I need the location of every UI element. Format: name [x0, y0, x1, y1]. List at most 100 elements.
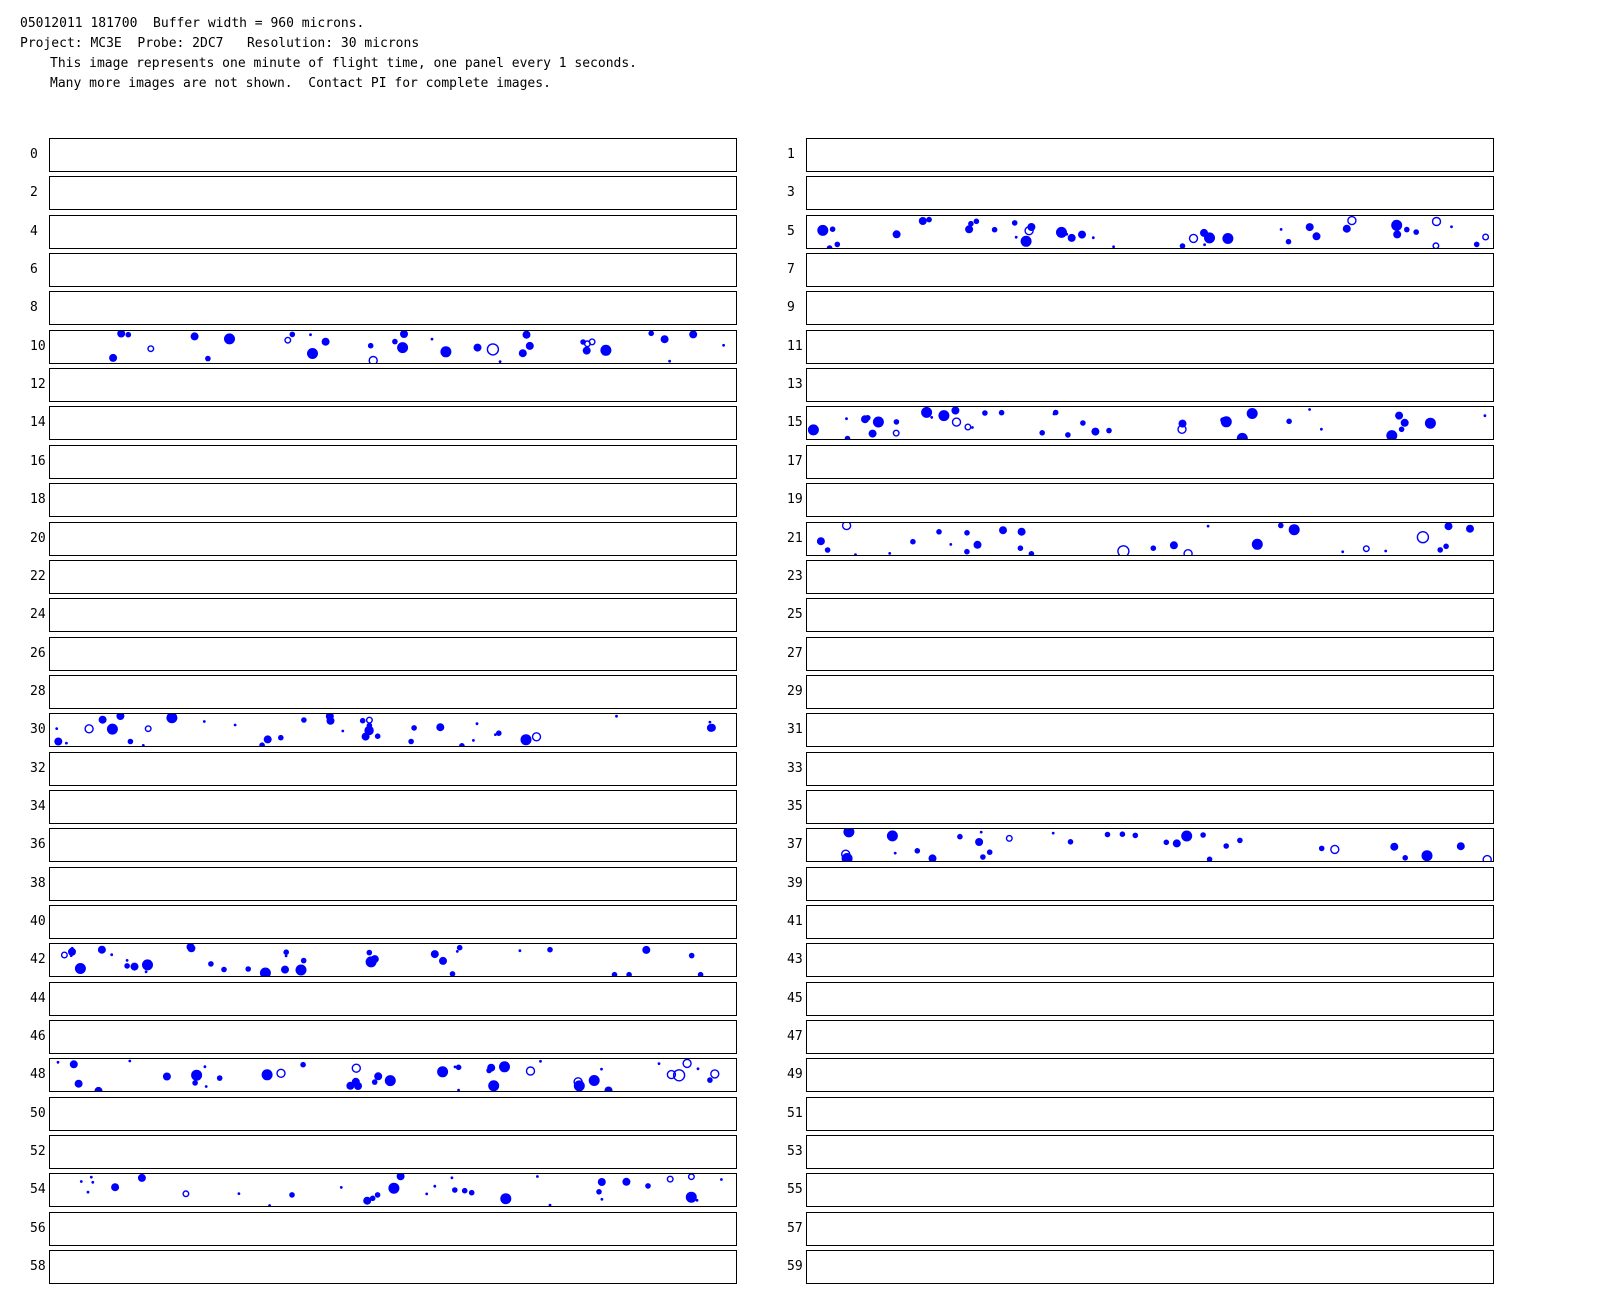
particle: [1183, 548, 1193, 555]
particle: [1200, 832, 1206, 839]
particle: [657, 1062, 661, 1066]
particle: [829, 226, 836, 232]
particle: [1028, 550, 1035, 555]
particle: [964, 529, 970, 536]
panel-label: 43: [787, 952, 803, 968]
panel-label: 13: [787, 377, 803, 393]
panel-label: 31: [787, 722, 803, 738]
particle: [1312, 231, 1321, 240]
particle: [1051, 831, 1055, 835]
panel-label: 28: [30, 683, 46, 699]
image-panel: [49, 138, 737, 172]
particle: [224, 333, 235, 345]
particle: [1065, 432, 1071, 439]
image-panel: [806, 905, 1494, 939]
particle: [74, 963, 86, 975]
particle: [980, 854, 986, 861]
image-panel: [49, 176, 737, 211]
particle: [1285, 238, 1292, 245]
particle: [326, 717, 335, 726]
particle: [1203, 242, 1206, 246]
particle: [124, 963, 130, 970]
particle: [55, 727, 59, 731]
panel-label: 56: [30, 1220, 46, 1236]
particle: [1220, 416, 1232, 428]
header-line-3: This image represents one minute of flig…: [50, 56, 637, 71]
image-panel: [806, 406, 1494, 441]
particle: [573, 1080, 585, 1092]
particle: [295, 964, 307, 976]
particle: [221, 967, 227, 973]
header-line-2: Project: MC3E Probe: 2DC7 Resolution: 30…: [20, 36, 420, 51]
panel-label: 34: [30, 798, 46, 814]
particle: [1279, 227, 1283, 231]
image-panel: [49, 444, 737, 479]
particle: [440, 346, 452, 358]
particle: [411, 725, 417, 731]
image-panel: [49, 291, 737, 326]
panel-label: 52: [30, 1144, 46, 1160]
image-panel: [806, 866, 1494, 901]
particle: [1014, 235, 1018, 239]
particle: [971, 426, 974, 430]
panel-label: 39: [787, 875, 803, 891]
particle: [1005, 835, 1013, 843]
particle: [425, 1192, 429, 1196]
particle: [622, 1178, 631, 1187]
particle: [520, 734, 532, 746]
panel-label: 33: [787, 760, 803, 776]
particle: [893, 851, 897, 855]
panel-label: 46: [30, 1029, 46, 1045]
particle: [144, 725, 152, 733]
particle: [682, 1059, 692, 1069]
particle: [604, 1086, 613, 1092]
particle: [468, 1190, 475, 1196]
particle: [1404, 226, 1410, 233]
particle: [1466, 524, 1474, 533]
particle: [106, 723, 118, 735]
particle: [600, 344, 612, 356]
particle: [187, 944, 196, 953]
panel-label: 41: [787, 914, 803, 929]
particle: [1393, 230, 1402, 239]
image-panel: [806, 483, 1494, 518]
panel-label: 8: [30, 300, 38, 316]
particle: [522, 330, 531, 339]
particle: [365, 716, 373, 724]
particle: [499, 1061, 510, 1073]
particle: [845, 417, 848, 421]
image-panel: [806, 1211, 1494, 1246]
particle: [94, 1087, 103, 1092]
panel-label: 48: [30, 1067, 46, 1083]
particle: [54, 737, 63, 746]
particle: [245, 966, 251, 973]
particle: [69, 1060, 78, 1069]
particle: [203, 1065, 207, 1069]
particle: [60, 951, 68, 959]
image-panel: [49, 559, 737, 594]
particle: [525, 1066, 536, 1077]
image-panel: [49, 598, 737, 633]
panel-label: 49: [787, 1067, 803, 1083]
particle: [496, 730, 502, 737]
particle: [1104, 831, 1111, 838]
particle: [1119, 831, 1126, 838]
particle: [1067, 839, 1074, 845]
particle: [888, 551, 892, 555]
particle-image: [109, 330, 725, 363]
particle: [615, 715, 618, 718]
particle: [261, 1069, 273, 1081]
panel-label: 6: [30, 262, 38, 278]
panel-label: 36: [30, 837, 46, 853]
particle: [1169, 540, 1178, 549]
particle: [284, 954, 288, 958]
particle: [237, 1192, 241, 1196]
particle: [117, 330, 126, 338]
particle: [116, 714, 125, 721]
particle: [1483, 414, 1487, 418]
image-panel: [49, 789, 737, 824]
panel-label: 11: [787, 338, 803, 354]
particle: [722, 343, 725, 347]
particle: [910, 538, 916, 544]
particle: [216, 1075, 223, 1082]
